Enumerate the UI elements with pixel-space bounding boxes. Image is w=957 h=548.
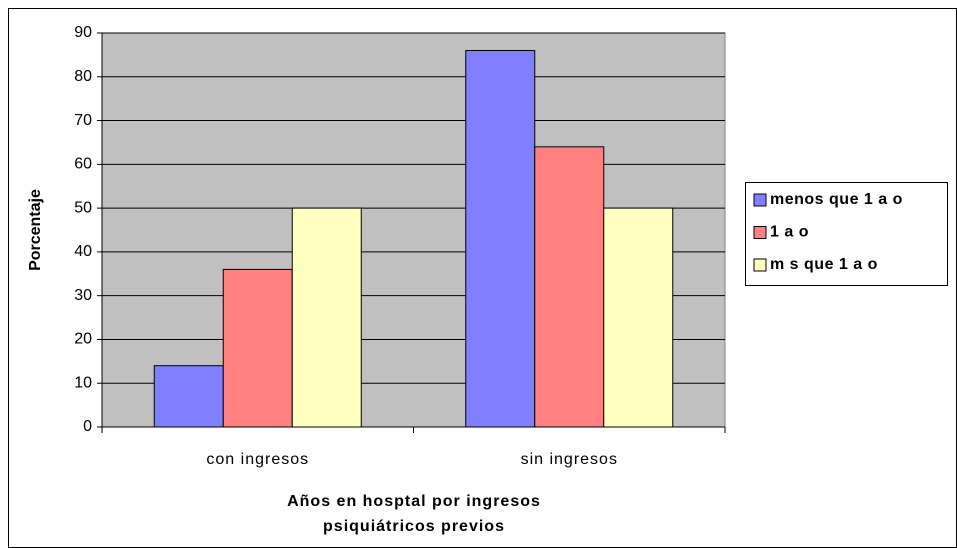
bar	[465, 50, 536, 428]
y-tick-label: 20	[74, 331, 92, 348]
x-axis-title: Años en hosptal por ingresos psiquiátric…	[287, 493, 541, 535]
y-tick-label: 80	[74, 68, 92, 85]
x-tick-label: sin ingresos	[521, 451, 618, 468]
y-tick-label: 70	[74, 112, 92, 129]
y-tick-label: 0	[83, 418, 92, 435]
legend-swatch	[753, 258, 767, 272]
bar	[534, 146, 605, 428]
bar	[153, 365, 224, 428]
y-axis-title: Porcentaje	[27, 189, 44, 271]
legend-label: menos que 1 a o	[770, 191, 903, 208]
bar	[291, 207, 362, 428]
y-tick-label: 10	[74, 374, 92, 391]
legend-label: m s que 1 a o	[770, 256, 878, 273]
y-tick-label: 60	[74, 156, 92, 173]
legend-swatch	[753, 226, 767, 239]
y-tick-label: 50	[74, 199, 92, 216]
y-tick-label: 90	[74, 24, 92, 41]
legend-label: 1 a o	[770, 224, 809, 241]
x-tick-label: con ingresos	[206, 451, 309, 468]
bar	[222, 268, 293, 428]
legend-swatch	[753, 193, 767, 207]
y-tick-label: 30	[74, 287, 92, 304]
bar	[603, 207, 674, 428]
y-tick-label: 40	[74, 243, 92, 260]
legend-box	[745, 182, 948, 286]
